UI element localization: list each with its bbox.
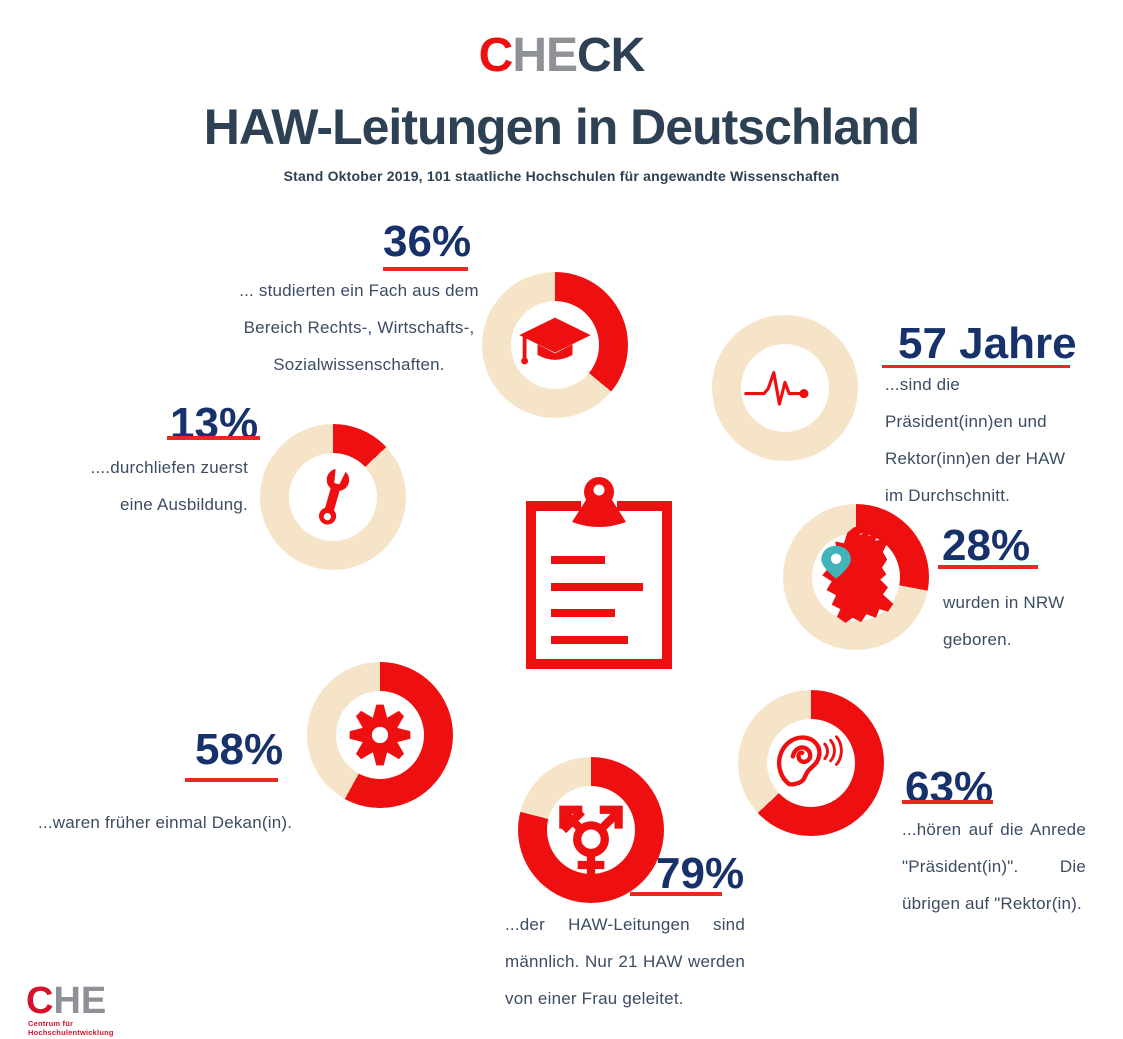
underline-anrede [902,800,993,804]
che-tagline-line2: Hochschulentwicklung [28,1028,114,1037]
check-logo: CHECK [0,28,1123,83]
text-line: Bereich Rechts-, Wirtschafts-, [243,318,475,337]
donut-chart-geschlecht [518,757,664,903]
germany-map-pin-icon [783,504,929,650]
donut-chart-ausbildung [260,424,406,570]
underline-studium [383,267,468,271]
gear-icon [307,662,453,808]
text-line: ....durchliefen zuerst [90,458,248,477]
transgender-symbol-icon [518,757,664,903]
text-line: übrigen auf "Rektor(in). [902,894,1082,913]
che-logo-c: C [26,980,54,1022]
heartbeat-icon [712,315,858,461]
underline-dekan [185,778,278,782]
text-line: geboren. [943,630,1012,649]
check-logo-c: C [478,29,514,82]
underline-alter [882,365,1070,368]
text-line: wurden in NRW [943,593,1065,612]
stat-text-anrede: ...hören auf die Anrede "Präsident(in)".… [902,817,1086,928]
ear-icon [738,690,884,836]
stat-text-geschlecht: ...der HAW-Leitungen sind männlich. Nur … [505,912,745,1023]
donut-chart-alter [712,315,858,461]
stat-text-ausbildung: ....durchliefen zuerst eine Ausbildung. [62,455,248,529]
text-line: ...sind die [885,375,960,394]
stat-value-nrw: 28% [942,521,1031,570]
clipboard-icon [526,477,672,669]
donut-chart-anrede [738,690,884,836]
stat-value-studium: 36% [383,217,472,266]
page-title: HAW-Leitungen in Deutschland [203,99,920,155]
underline-geschlecht [630,892,722,896]
text-line: "Präsident(in)". Die [902,857,1086,876]
stat-text-studium: ... studierten ein Fach aus dem Bereich … [238,278,480,389]
text-line: ...waren früher einmal Dekan(in). [38,813,293,832]
text-line: Rektor(inn)en der HAW [885,449,1066,468]
text-line: im Durchschnitt. [885,486,1011,505]
page-subtitle: Stand Oktober 2019, 101 staatliche Hochs… [283,168,840,184]
donut-chart-dekan [307,662,453,808]
stat-text-dekan: ...waren früher einmal Dekan(in). [38,810,298,847]
donut-chart-studium [482,272,628,418]
text-line: männlich. Nur 21 HAW werden [505,952,745,971]
che-tagline-line1: Centrum für [28,1019,74,1028]
underline-nrw [938,565,1038,569]
stat-value-dekan: 58% [195,725,284,774]
graduation-cap-icon [482,272,628,418]
stat-value-geschlecht: 79% [656,849,745,898]
che-logo: CHE [26,982,106,1020]
text-line: ...hören auf die Anrede [902,820,1086,839]
check-logo-ck: CK [577,29,645,82]
wrench-icon [260,424,406,570]
che-logo-he: HE [53,980,107,1022]
check-logo-he: HE [512,29,578,82]
stat-value-alter: 57 Jahre [898,319,1077,368]
text-line: ... studierten ein Fach aus dem [239,281,479,300]
underline-ausbildung [167,436,260,440]
text-line: Präsident(inn)en und [885,412,1047,431]
stat-text-alter: ...sind die Präsident(inn)en und Rektor(… [885,372,1080,520]
text-line: von einer Frau geleitet. [505,989,684,1008]
text-line: eine Ausbildung. [120,495,248,514]
text-line: ...der HAW-Leitungen sind [505,915,745,934]
text-line: Sozialwissenschaften. [273,355,445,374]
che-tagline: Centrum für Hochschulentwicklung [28,1019,114,1037]
donut-chart-nrw [783,504,929,650]
stat-text-nrw: wurden in NRW geboren. [943,590,1093,664]
